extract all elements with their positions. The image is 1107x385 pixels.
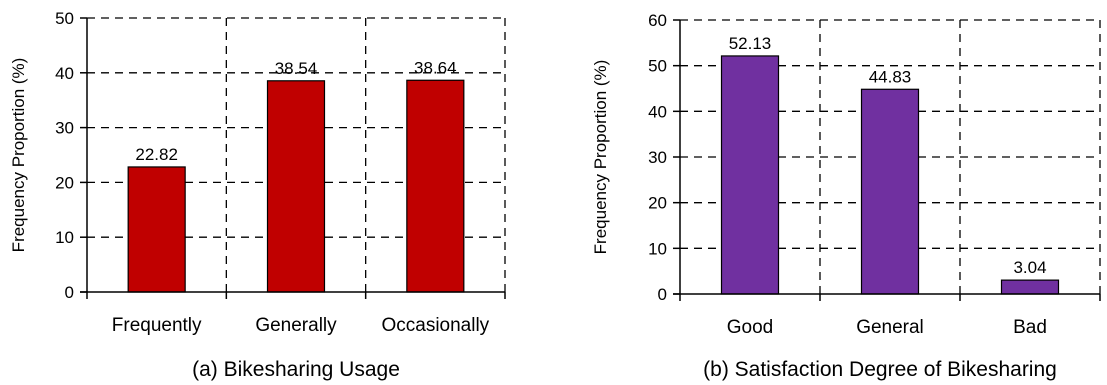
x-tick-label: Frequently (112, 315, 202, 336)
y-tick-label: 20 (648, 194, 667, 213)
y-tick-label: 50 (648, 57, 667, 76)
y-tick-label: 60 (648, 11, 667, 30)
bar (128, 167, 185, 292)
y-tick-label: 0 (65, 283, 74, 302)
x-tick-label: Generally (255, 315, 337, 336)
bar (1002, 280, 1059, 294)
y-tick-label: 30 (55, 119, 74, 138)
bar-value-label: 52.13 (729, 34, 772, 53)
y-axis-label: Frequency Proportion (%) (591, 60, 610, 255)
y-axis-label: Frequency Proportion (%) (9, 58, 28, 253)
y-tick-label: 50 (55, 9, 74, 28)
x-tick-label: General (856, 317, 924, 338)
bar-value-label: 22.82 (135, 145, 178, 164)
x-tick-label: Good (727, 317, 773, 338)
bar-value-label: 44.83 (869, 67, 912, 86)
y-tick-label: 40 (648, 102, 667, 121)
x-tick-label: Bad (1013, 317, 1047, 338)
x-tick-label: Occasionally (381, 315, 489, 336)
y-tick-label: 20 (55, 173, 74, 192)
bar (268, 81, 325, 292)
bar (862, 89, 919, 294)
y-tick-label: 10 (55, 228, 74, 247)
y-tick-label: 30 (648, 148, 667, 167)
y-tick-label: 0 (658, 285, 667, 304)
bar-value-label: 38.54 (275, 59, 318, 78)
chart-title: (a) Bikesharing Usage (192, 358, 400, 381)
bar (722, 56, 779, 294)
chart-panel-a: 22.82 38.54 38.64 0 10 20 30 40 50 Frequently Gene… (9, 9, 505, 381)
bar-value-label: 38.64 (414, 58, 457, 77)
chart-panel-b: 52.13 44.83 3.04 0 10 20 30 40 50 60 Good General Ba… (591, 11, 1100, 381)
chart-title: (b) Satisfaction Degree of Bikesharing (703, 358, 1057, 381)
bar-value-label: 3.04 (1013, 258, 1046, 277)
bar (407, 80, 464, 292)
y-tick-label: 10 (648, 239, 667, 258)
y-tick-label: 40 (55, 64, 74, 83)
